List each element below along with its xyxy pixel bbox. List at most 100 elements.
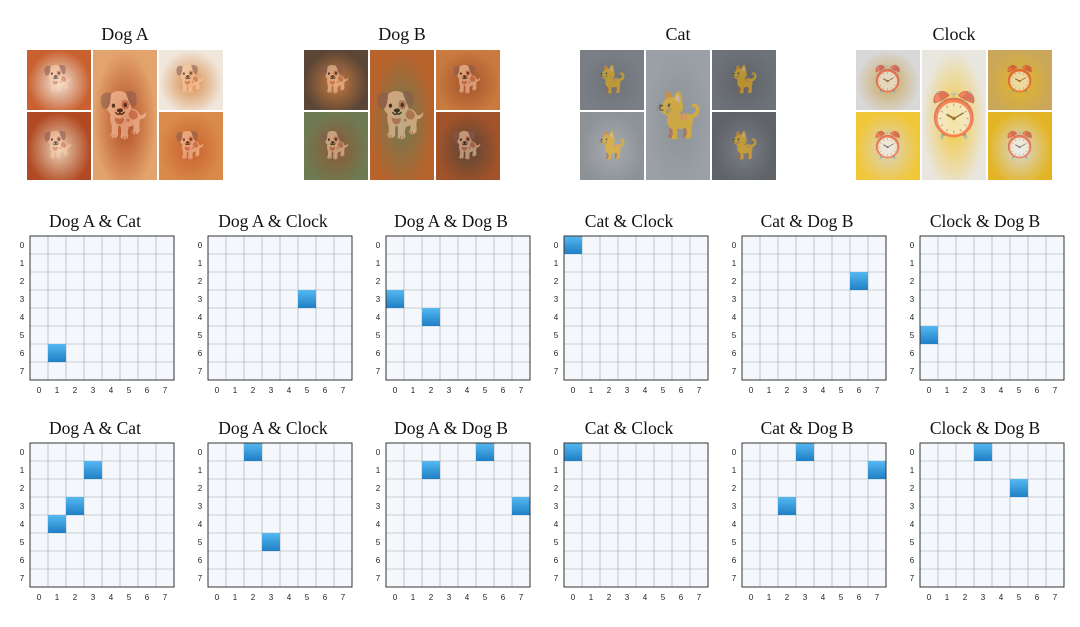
highlighted-cell xyxy=(850,272,868,290)
y-tick-label: 3 xyxy=(20,295,25,304)
highlighted-cell xyxy=(422,461,440,479)
grid-panel: Cat & Clock 0 0 1 1 2 2 3 3 4 4 5 5 6 6 7 7 xyxy=(544,210,714,395)
grid-title: Dog A & Dog B xyxy=(394,211,508,231)
y-tick-label: 1 xyxy=(198,466,203,475)
grid-panel: Dog A & Clock 0 0 1 1 2 2 3 3 4 4 5 5 6 6 7 7 xyxy=(188,417,358,602)
location-grid: 0 0 1 1 2 2 3 3 4 4 5 5 6 6 7 7 xyxy=(554,442,709,602)
y-tick-label: 1 xyxy=(20,466,25,475)
x-tick-label: 1 xyxy=(233,593,238,602)
y-tick-label: 4 xyxy=(554,520,559,529)
grid-frame xyxy=(29,442,175,588)
y-tick-label: 3 xyxy=(376,295,381,304)
y-tick-label: 2 xyxy=(732,484,737,493)
concept-photo: 🐕 xyxy=(435,49,501,111)
y-tick-label: 0 xyxy=(20,448,25,457)
highlighted-cell xyxy=(778,497,796,515)
y-tick-label: 3 xyxy=(554,502,559,511)
highlighted-cell xyxy=(244,443,262,461)
grid-title: Dog A & Clock xyxy=(218,418,328,438)
y-tick-label: 4 xyxy=(20,520,25,529)
x-tick-label: 3 xyxy=(447,386,452,395)
y-tick-label: 5 xyxy=(732,331,737,340)
grid-title: Dog A & Dog B xyxy=(394,418,508,438)
y-tick-label: 3 xyxy=(198,502,203,511)
y-tick-label: 4 xyxy=(910,520,915,529)
dog-photo-icon: 🐕 xyxy=(451,65,485,95)
y-tick-label: 7 xyxy=(554,574,559,583)
grid-panel: Clock & Dog B 0 0 1 1 2 2 3 3 4 4 5 5 6 6 7 7 xyxy=(900,210,1070,395)
concept-title: Cat xyxy=(665,24,691,44)
y-tick-label: 1 xyxy=(910,259,915,268)
x-tick-label: 3 xyxy=(625,386,630,395)
x-tick-label: 4 xyxy=(109,386,114,395)
x-tick-label: 1 xyxy=(55,593,60,602)
y-tick-label: 7 xyxy=(732,574,737,583)
highlighted-cell xyxy=(974,443,992,461)
concept-photo: 🐕 xyxy=(435,111,501,181)
x-tick-label: 7 xyxy=(341,593,346,602)
highlighted-cell xyxy=(476,443,494,461)
x-tick-label: 2 xyxy=(429,593,434,602)
y-tick-label: 6 xyxy=(732,556,737,565)
dog-photo-icon: 🐕 xyxy=(97,90,153,141)
x-tick-label: 5 xyxy=(305,386,310,395)
x-tick-label: 2 xyxy=(251,593,256,602)
x-tick-label: 5 xyxy=(483,593,488,602)
concept-photo: 🐈 xyxy=(645,49,711,181)
grid-title: Cat & Dog B xyxy=(760,418,854,438)
x-tick-label: 5 xyxy=(483,386,488,395)
y-tick-label: 1 xyxy=(20,259,25,268)
x-tick-label: 1 xyxy=(411,593,416,602)
x-tick-label: 3 xyxy=(625,593,630,602)
highlighted-cell xyxy=(920,326,938,344)
x-tick-label: 0 xyxy=(37,593,42,602)
concept-photo: ⏰ xyxy=(987,111,1053,181)
concept-image-mosaic: 🐈 🐈 🐈 🐈 🐈 xyxy=(579,49,777,181)
highlighted-cell xyxy=(66,497,84,515)
x-tick-label: 7 xyxy=(163,593,168,602)
x-tick-label: 4 xyxy=(643,386,648,395)
y-tick-label: 3 xyxy=(554,295,559,304)
highlighted-cell xyxy=(564,236,582,254)
y-tick-label: 1 xyxy=(376,259,381,268)
concept-photo: ⏰ xyxy=(921,49,987,181)
y-tick-label: 6 xyxy=(20,556,25,565)
y-tick-label: 6 xyxy=(198,556,203,565)
y-tick-label: 6 xyxy=(376,556,381,565)
highlighted-cell xyxy=(386,290,404,308)
concept-dog-a: Dog A 🐕 🐕 🐕 🐕 🐕 xyxy=(25,22,225,181)
x-tick-label: 7 xyxy=(519,593,524,602)
x-tick-label: 0 xyxy=(749,386,754,395)
grid-panel: Dog A & Cat 0 0 1 1 2 2 3 3 4 4 5 5 6 6 7 7 xyxy=(10,210,180,395)
x-tick-label: 5 xyxy=(661,593,666,602)
concept-photo: ⏰ xyxy=(855,111,921,181)
y-tick-label: 7 xyxy=(376,574,381,583)
x-tick-label: 4 xyxy=(821,593,826,602)
y-tick-label: 1 xyxy=(910,466,915,475)
x-tick-label: 6 xyxy=(679,593,684,602)
grid-frame xyxy=(29,235,175,381)
y-tick-label: 7 xyxy=(198,367,203,376)
highlighted-cell xyxy=(48,344,66,362)
x-tick-label: 5 xyxy=(1017,593,1022,602)
y-tick-label: 5 xyxy=(910,538,915,547)
grid-title: Dog A & Clock xyxy=(218,211,328,231)
y-tick-label: 2 xyxy=(910,277,915,286)
highlighted-cell xyxy=(298,290,316,308)
y-tick-label: 2 xyxy=(554,484,559,493)
x-tick-label: 6 xyxy=(857,386,862,395)
dog-photo-icon: 🐕 xyxy=(451,131,485,161)
x-tick-label: 0 xyxy=(37,386,42,395)
y-tick-label: 2 xyxy=(376,277,381,286)
concept-photo: 🐕 xyxy=(92,49,158,181)
grid-frame xyxy=(919,442,1065,588)
y-tick-label: 0 xyxy=(20,241,25,250)
highlighted-cell xyxy=(564,443,582,461)
concept-photo: 🐕 xyxy=(303,49,369,111)
x-tick-label: 2 xyxy=(963,593,968,602)
location-grid: 0 0 1 1 2 2 3 3 4 4 5 5 6 6 7 7 xyxy=(376,442,531,602)
y-tick-label: 2 xyxy=(20,484,25,493)
x-tick-label: 7 xyxy=(341,386,346,395)
y-tick-label: 3 xyxy=(376,502,381,511)
y-tick-label: 5 xyxy=(554,331,559,340)
